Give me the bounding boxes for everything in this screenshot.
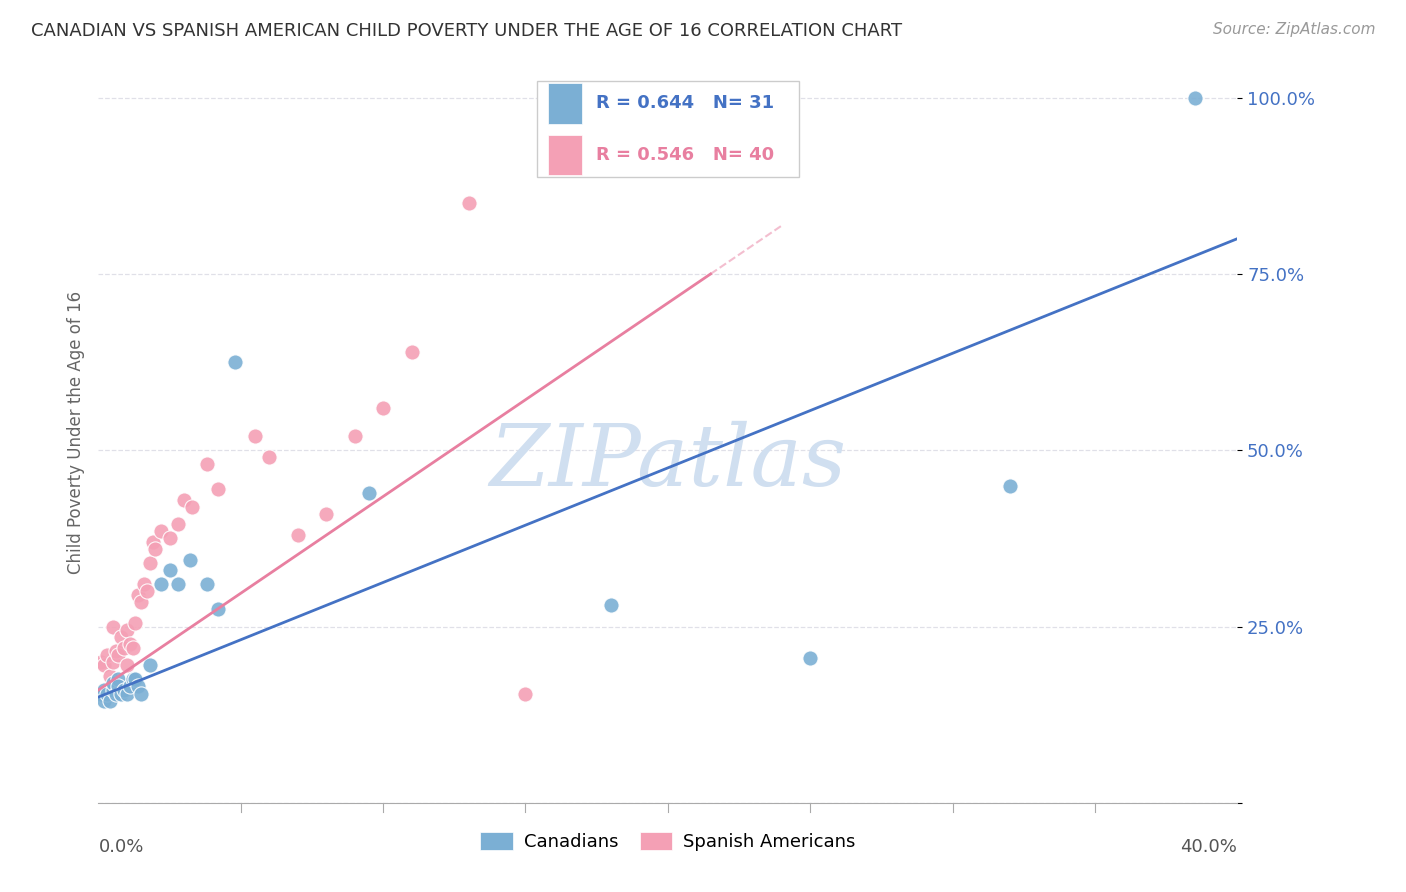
Point (207, 482, 229, 496)
Point (115, 686, 138, 700)
Point (124, 615, 146, 630)
Point (121, 673, 143, 687)
Point (159, 532, 181, 546)
Point (129, 595, 152, 609)
Point (107, 673, 129, 687)
Point (115, 623, 138, 637)
Point (600, 599, 623, 613)
Text: R = 0.644   N= 31: R = 0.644 N= 31 (596, 95, 775, 112)
Point (101, 676, 124, 690)
Point (96, 648, 118, 662)
Point (181, 500, 204, 514)
Point (145, 541, 167, 556)
Point (118, 680, 141, 694)
Point (98, 669, 121, 683)
Point (159, 563, 181, 577)
Point (357, 485, 380, 500)
Point (343, 429, 366, 443)
Point (98, 693, 121, 707)
Point (132, 577, 155, 591)
Point (101, 619, 124, 633)
Point (107, 680, 129, 694)
Point (243, 429, 266, 443)
Point (90, 686, 112, 700)
Point (457, 196, 479, 211)
Text: CANADIAN VS SPANISH AMERICAN CHILD POVERTY UNDER THE AGE OF 16 CORRELATION CHART: CANADIAN VS SPANISH AMERICAN CHILD POVER… (31, 22, 903, 40)
Point (167, 577, 190, 591)
Point (121, 640, 143, 655)
Point (110, 686, 132, 700)
FancyBboxPatch shape (537, 81, 799, 178)
Point (195, 458, 218, 472)
Point (96, 686, 118, 700)
Point (101, 655, 124, 669)
Point (373, 401, 395, 415)
Point (115, 658, 138, 673)
Point (112, 683, 135, 698)
Point (118, 637, 141, 651)
Point (224, 355, 246, 369)
Point (799, 651, 821, 665)
Bar (548, 83, 582, 123)
Point (287, 528, 309, 542)
Point (124, 673, 146, 687)
Point (127, 588, 149, 602)
Text: R = 0.546   N= 40: R = 0.546 N= 40 (596, 146, 775, 164)
Legend: Canadians, Spanish Americans: Canadians, Spanish Americans (475, 827, 860, 856)
Text: 40.0%: 40.0% (1181, 838, 1237, 856)
Point (195, 577, 218, 591)
Y-axis label: Child Poverty Under the Age of 16: Child Poverty Under the Age of 16 (66, 291, 84, 574)
Point (173, 492, 195, 507)
Point (101, 683, 124, 698)
Point (259, 450, 281, 465)
Point (150, 577, 173, 591)
Point (571, 126, 593, 140)
Point (401, 344, 423, 359)
Point (179, 552, 201, 566)
Point (167, 517, 190, 532)
Point (110, 630, 132, 644)
Point (129, 686, 152, 700)
Point (138, 556, 160, 570)
Text: 0.0%: 0.0% (98, 838, 143, 856)
Point (90, 655, 112, 669)
Bar (548, 135, 582, 176)
Point (93, 658, 115, 673)
Point (107, 648, 129, 662)
Point (141, 535, 163, 549)
Text: Source: ZipAtlas.com: Source: ZipAtlas.com (1212, 22, 1375, 37)
Point (315, 507, 337, 521)
Point (93, 683, 115, 698)
Point (998, 478, 1021, 492)
Point (1184, 91, 1206, 105)
Point (515, 686, 537, 700)
Point (628, 112, 651, 126)
Point (135, 584, 157, 599)
Point (112, 640, 135, 655)
Point (138, 658, 160, 673)
Point (207, 602, 229, 616)
Point (104, 686, 127, 700)
Text: ZIPatlas: ZIPatlas (489, 421, 846, 504)
Point (150, 524, 173, 539)
Point (127, 680, 149, 694)
Point (93, 693, 115, 707)
Point (104, 644, 127, 658)
